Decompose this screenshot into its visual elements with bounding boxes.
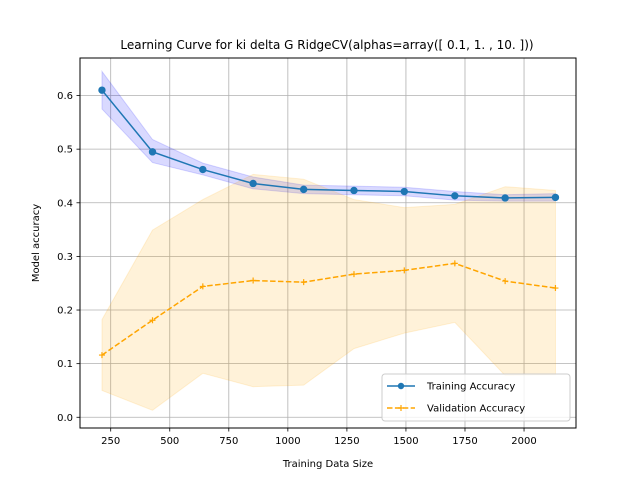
validation-accuracy-point bbox=[149, 317, 156, 324]
training-accuracy-point bbox=[350, 186, 358, 195]
x-tick-label: 500 bbox=[160, 436, 179, 447]
x-tick-label: 1250 bbox=[334, 436, 359, 447]
validation-accuracy-point bbox=[300, 279, 307, 286]
x-tick-label: 750 bbox=[219, 436, 238, 447]
training-accuracy-point bbox=[148, 148, 157, 156]
training-accuracy-point bbox=[299, 185, 308, 194]
training-accuracy-point bbox=[199, 165, 207, 174]
series-lines bbox=[101, 89, 556, 356]
validation-accuracy-point bbox=[98, 352, 105, 359]
legend-validation-accuracy-label: Validation Accuracy bbox=[427, 404, 525, 415]
validation-accuracy-point bbox=[250, 277, 257, 284]
legend: Training Accuracy Validation Accuracy bbox=[381, 373, 571, 422]
plot-area-frame bbox=[79, 57, 577, 429]
y-tick-label: 0.5 bbox=[57, 145, 73, 156]
training-accuracy-point bbox=[451, 192, 459, 200]
legend-training-accuracy-label: Training Accuracy bbox=[426, 382, 515, 393]
training-accuracy-point bbox=[551, 193, 560, 202]
axis-ticks: 250 500 750 1000 1250 1500 1750 2000 0.0 0.1 0.2 0.… bbox=[57, 91, 537, 447]
chart-title: Learning Curve for ki delta G RidgeCV(al… bbox=[120, 38, 533, 52]
legend-entries: Training Accuracy Validation Accuracy bbox=[387, 382, 525, 415]
x-tick-label: 250 bbox=[101, 436, 120, 447]
legend-validation-accuracy-marker bbox=[398, 405, 404, 411]
training-accuracy-band bbox=[101, 69, 556, 202]
validation-accuracy-point bbox=[552, 285, 559, 292]
grid bbox=[80, 58, 576, 428]
y-axis-label: Model accuracy bbox=[31, 204, 42, 282]
validation-accuracy-point bbox=[502, 278, 509, 285]
validation-accuracy-point bbox=[199, 283, 206, 290]
validation-accuracy-line bbox=[101, 262, 556, 356]
training-accuracy-point bbox=[249, 179, 257, 188]
x-tick-label: 2000 bbox=[511, 436, 536, 447]
legend-training-accuracy-marker bbox=[397, 382, 405, 390]
training-accuracy-point bbox=[98, 86, 106, 94]
training-accuracy-line bbox=[101, 89, 556, 199]
y-tick-label: 0.1 bbox=[57, 359, 73, 370]
y-tick-label: 0.4 bbox=[57, 198, 73, 209]
validation-accuracy-point bbox=[350, 271, 357, 278]
y-tick-label: 0.2 bbox=[57, 306, 73, 317]
training-accuracy-point bbox=[400, 187, 408, 196]
x-tick-label: 1750 bbox=[452, 436, 477, 447]
y-tick-label: 0.0 bbox=[57, 413, 73, 424]
y-tick-label: 0.6 bbox=[57, 91, 73, 102]
y-tick-label: 0.3 bbox=[57, 252, 73, 263]
x-tick-label: 1500 bbox=[393, 436, 418, 447]
legend-box bbox=[381, 373, 571, 422]
validation-accuracy-point bbox=[401, 267, 408, 274]
training-accuracy-point bbox=[501, 194, 509, 202]
validation-accuracy-point bbox=[451, 260, 458, 267]
series-markers bbox=[98, 86, 560, 359]
x-tick-label: 1000 bbox=[275, 436, 300, 447]
x-axis-label: Training Data Size bbox=[282, 459, 373, 470]
